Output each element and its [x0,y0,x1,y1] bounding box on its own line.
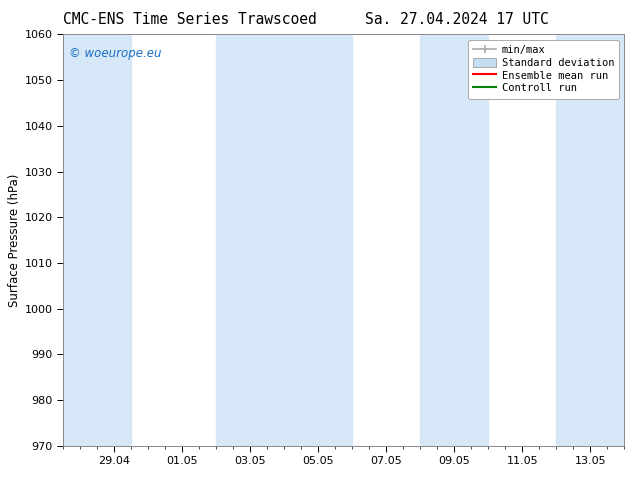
Text: © woeurope.eu: © woeurope.eu [69,47,162,60]
Bar [216,34,353,446]
Y-axis label: Surface Pressure (hPa): Surface Pressure (hPa) [8,173,21,307]
Bar [63,34,131,446]
Bar [420,34,488,446]
Bar [557,34,624,446]
Text: CMC-ENS Time Series Trawscoed: CMC-ENS Time Series Trawscoed [63,12,317,27]
Text: Sa. 27.04.2024 17 UTC: Sa. 27.04.2024 17 UTC [365,12,548,27]
Legend: min/max, Standard deviation, Ensemble mean run, Controll run: min/max, Standard deviation, Ensemble me… [469,40,619,98]
